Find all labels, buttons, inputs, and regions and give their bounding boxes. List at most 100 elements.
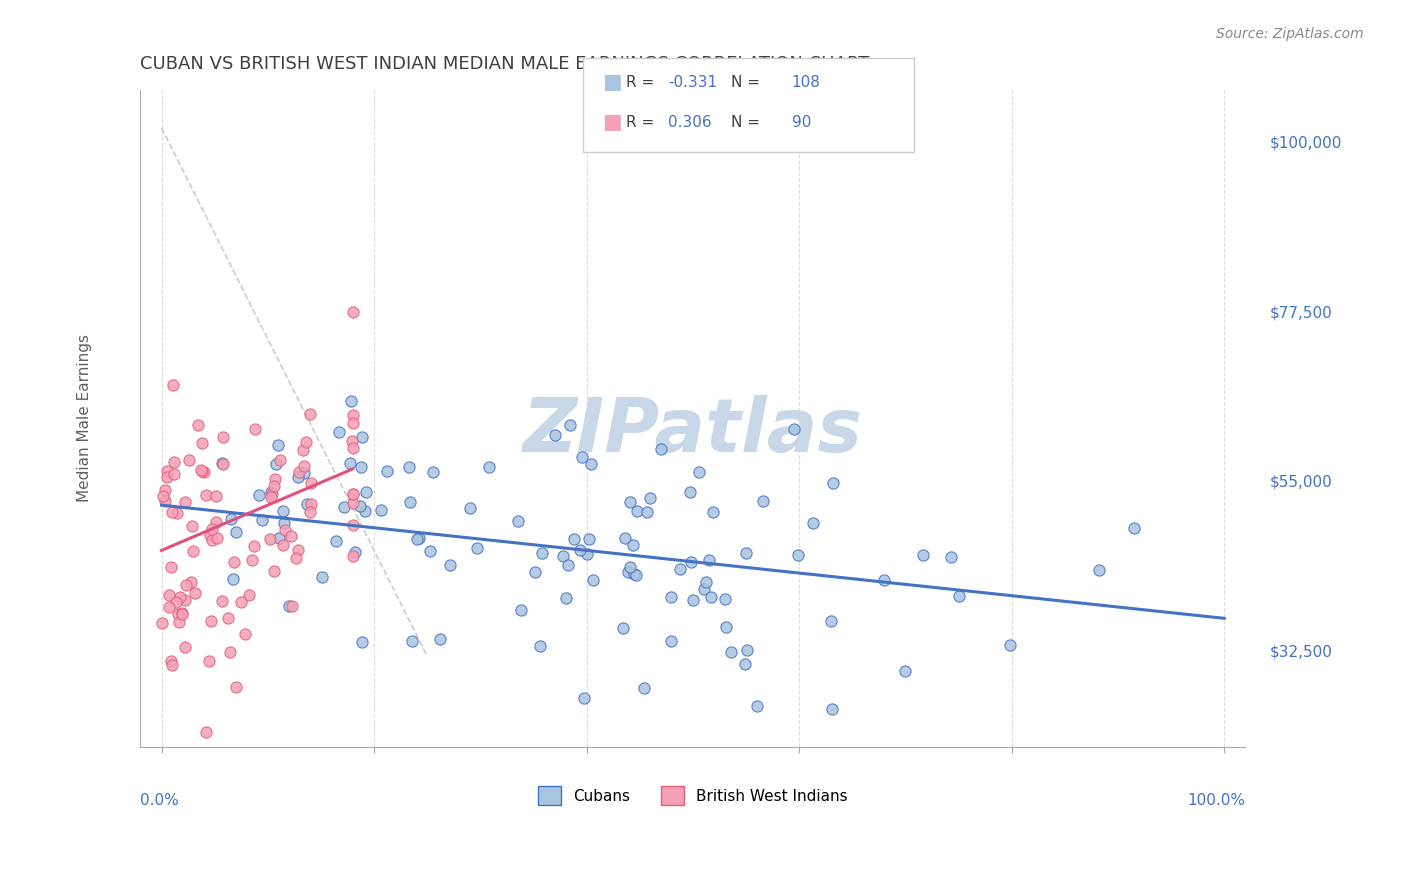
Point xyxy=(180,574,202,589)
Point xyxy=(263,564,285,578)
Point xyxy=(333,500,356,514)
Point xyxy=(201,522,224,536)
Point xyxy=(298,505,321,519)
Point xyxy=(406,532,429,546)
Point xyxy=(783,422,806,436)
Point xyxy=(162,378,184,392)
Point xyxy=(682,592,704,607)
Point xyxy=(375,464,398,478)
Point xyxy=(734,657,756,671)
Point xyxy=(823,476,845,491)
Point xyxy=(287,470,309,484)
Point xyxy=(263,479,285,493)
Point xyxy=(679,484,702,499)
Point xyxy=(195,724,218,739)
Point xyxy=(174,495,197,509)
Point xyxy=(219,645,242,659)
Point xyxy=(626,568,648,582)
Point xyxy=(194,487,217,501)
Point xyxy=(821,702,844,716)
Point xyxy=(560,418,582,433)
Point xyxy=(557,558,579,572)
Point xyxy=(252,513,274,527)
Point xyxy=(574,691,596,706)
Point xyxy=(292,466,315,480)
Point xyxy=(737,643,759,657)
Point xyxy=(621,538,644,552)
Point xyxy=(269,453,291,467)
Point xyxy=(294,434,316,449)
Text: 0.0%: 0.0% xyxy=(141,793,179,807)
Point xyxy=(292,459,315,474)
Point xyxy=(217,611,239,625)
Legend: Cubans, British West Indians: Cubans, British West Indians xyxy=(531,780,853,811)
Point xyxy=(165,595,187,609)
Point xyxy=(187,417,209,432)
Point xyxy=(225,681,247,695)
Point xyxy=(613,531,636,545)
Point xyxy=(231,595,253,609)
Point xyxy=(169,590,191,604)
Point xyxy=(422,465,444,479)
Point xyxy=(160,559,183,574)
Point xyxy=(342,416,364,430)
Point xyxy=(998,638,1021,652)
Text: ■: ■ xyxy=(602,112,621,132)
Point xyxy=(211,457,233,471)
Point xyxy=(555,591,578,606)
Point xyxy=(700,590,723,604)
Point xyxy=(260,485,283,500)
Point xyxy=(222,572,245,586)
Point xyxy=(291,443,314,458)
Point xyxy=(184,586,207,600)
Point xyxy=(734,546,756,560)
Point xyxy=(669,561,692,575)
Point xyxy=(477,460,499,475)
Point xyxy=(342,441,364,455)
Point xyxy=(661,590,683,604)
Point xyxy=(169,615,191,630)
Point xyxy=(281,599,304,613)
Point xyxy=(354,504,377,518)
Point xyxy=(352,635,374,649)
Point xyxy=(273,538,295,552)
Point xyxy=(458,500,481,515)
Point xyxy=(568,543,591,558)
Point xyxy=(564,532,586,546)
Point xyxy=(160,657,183,672)
Point xyxy=(342,408,364,422)
Text: ■: ■ xyxy=(602,72,621,92)
Point xyxy=(617,565,640,579)
Text: N =: N = xyxy=(731,75,765,89)
Point xyxy=(173,592,195,607)
Point xyxy=(752,494,775,508)
Point xyxy=(695,574,717,589)
Text: Source: ZipAtlas.com: Source: ZipAtlas.com xyxy=(1216,27,1364,41)
Point xyxy=(152,489,174,503)
Text: $100,000: $100,000 xyxy=(1270,136,1343,151)
Point xyxy=(238,588,260,602)
Point xyxy=(529,639,551,653)
Point xyxy=(524,565,547,579)
Point xyxy=(339,394,361,409)
Point xyxy=(191,436,214,450)
Point xyxy=(530,546,553,560)
Point xyxy=(160,654,183,668)
Point xyxy=(273,516,295,530)
Point xyxy=(328,425,350,440)
Point xyxy=(697,553,720,567)
Point xyxy=(170,607,193,621)
Point xyxy=(181,544,204,558)
Point xyxy=(180,519,202,533)
Point xyxy=(339,456,361,470)
Point xyxy=(342,518,364,533)
Point xyxy=(267,531,290,545)
Text: CUBAN VS BRITISH WEST INDIAN MEDIAN MALE EARNINGS CORRELATION CHART: CUBAN VS BRITISH WEST INDIAN MEDIAN MALE… xyxy=(141,55,870,73)
Point xyxy=(157,588,180,602)
Point xyxy=(619,495,641,509)
Point xyxy=(349,500,371,514)
Point xyxy=(342,487,364,501)
Point xyxy=(264,457,287,471)
Point xyxy=(894,665,917,679)
Point xyxy=(702,505,724,519)
